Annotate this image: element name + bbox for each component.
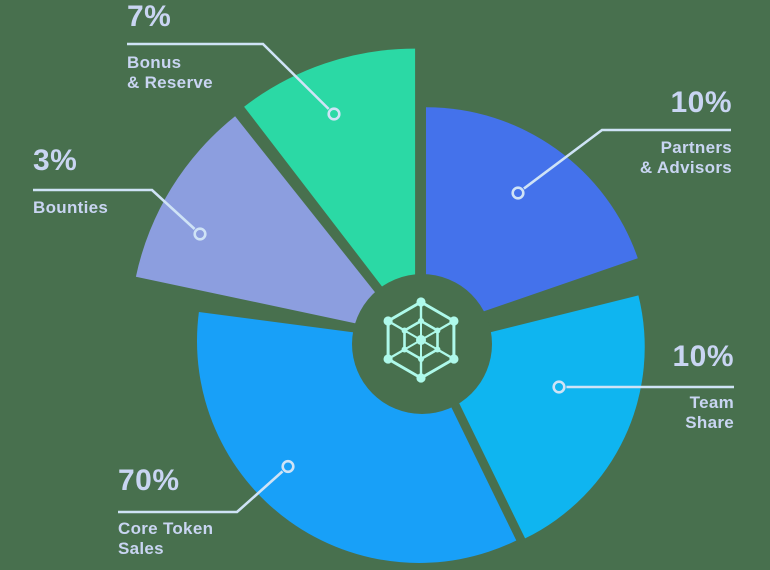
- name-bounties: Bounties: [33, 198, 109, 217]
- hexagon-network-icon-node: [418, 356, 424, 362]
- hexagon-network-icon-node: [434, 346, 441, 353]
- hexagon-network-icon-node: [401, 346, 408, 353]
- label-bonus-reserve: 7% Bonus & Reserve: [127, 0, 213, 93]
- hexagon-network-icon-node: [416, 297, 426, 307]
- pie-slice-bonus-reserve: [244, 48, 416, 330]
- leader-dot-team-share: [552, 380, 566, 394]
- leader-dot-bounties: [193, 227, 207, 241]
- name-partners-advisors: Partners & Advisors: [639, 138, 732, 177]
- leader-line-partners-advisors: [523, 128, 731, 190]
- pie-slice-core-token-sales: [197, 312, 517, 563]
- hexagon-network-icon-center-node: [416, 335, 426, 345]
- pct-partners-advisors: 10%: [670, 86, 732, 119]
- pct-team-share: 10%: [672, 340, 734, 373]
- leader-line-bonus-reserve: [127, 42, 330, 110]
- name-bonus-reserve: Bonus & Reserve: [127, 53, 213, 92]
- pie-slice-bounties: [135, 116, 409, 335]
- hexagon-network-icon-node: [449, 316, 459, 326]
- leader-line-bounties: [33, 188, 196, 230]
- hexagon-network-icon-node: [401, 327, 408, 334]
- label-core-token-sales: 70% Core Token Sales: [118, 464, 213, 559]
- hexagon-network-icon-node: [416, 373, 426, 383]
- hexagon-network-icon-node: [383, 316, 393, 326]
- label-partners-advisors: 10% Partners & Advisors: [640, 86, 732, 178]
- label-team-share: 10% Team Share: [672, 340, 734, 433]
- hexagon-network-icon-node: [449, 354, 459, 364]
- hexagon-network-icon-node: [434, 327, 441, 334]
- name-core-token-sales: Core Token Sales: [118, 519, 214, 558]
- hexagon-network-icon-node: [418, 318, 424, 324]
- label-bounties: 3% Bounties: [33, 144, 108, 218]
- leader-dot-bonus-reserve: [327, 107, 341, 121]
- name-team-share: Team Share: [685, 393, 734, 432]
- hexagon-network-icon-node: [383, 354, 393, 364]
- leader-line-core-token-sales: [118, 470, 284, 514]
- pct-core-token-sales: 70%: [118, 464, 180, 497]
- pie-slice-partners-advisors: [426, 107, 638, 332]
- pct-bonus-reserve: 7%: [127, 0, 172, 33]
- pct-bounties: 3%: [33, 144, 78, 177]
- leader-dot-core-token-sales: [281, 459, 295, 474]
- leader-dot-partners-advisors: [511, 186, 525, 200]
